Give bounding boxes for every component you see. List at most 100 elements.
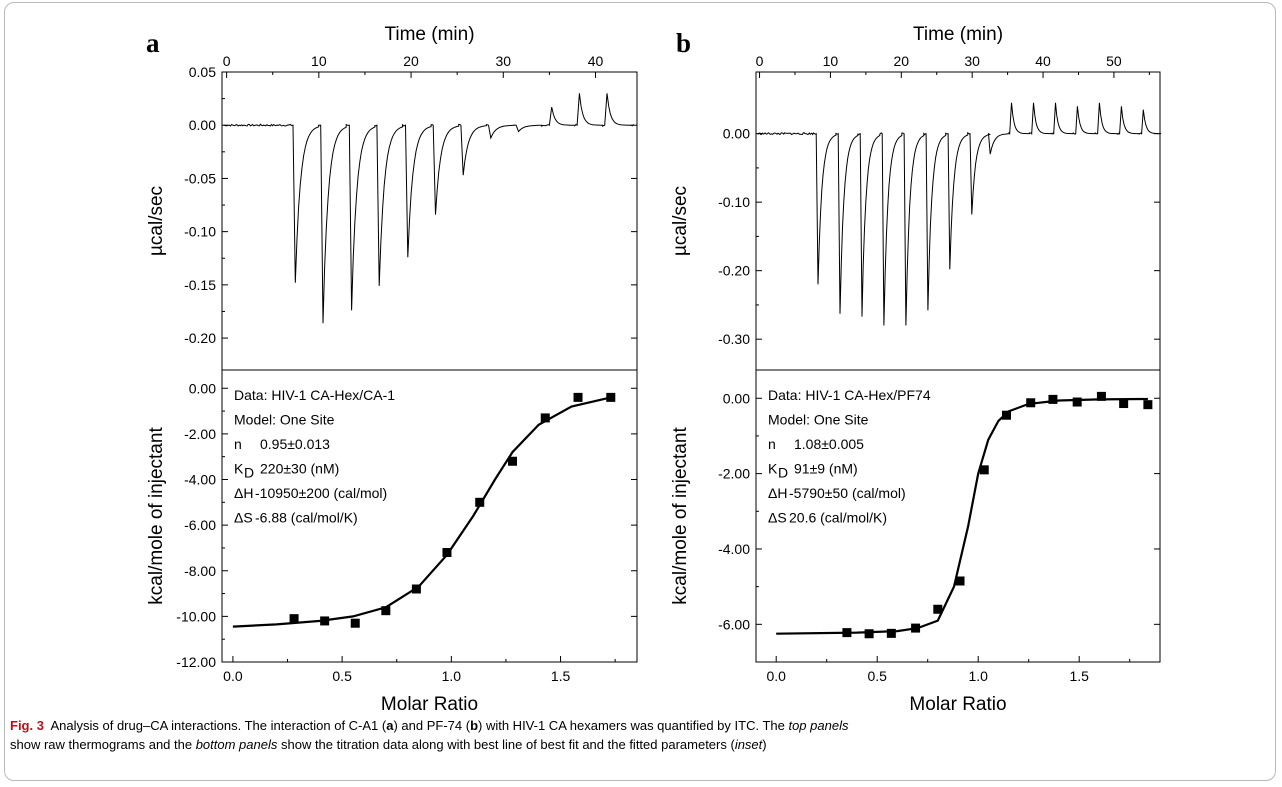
inset-param-value: 20.6 (cal/mol/K)	[789, 510, 887, 526]
caption-text-4: show raw thermograms and the	[10, 737, 196, 752]
thermogram-trace	[223, 93, 635, 324]
panel-letter-b: b	[676, 28, 691, 58]
x-tick-label: 1.0	[442, 668, 462, 684]
caption-inset: inset	[734, 737, 763, 752]
thermogram-panel-a: 0 10 20 30 40 Time (min) 0.05 0.00 -0.05 -0.10 -0.…	[146, 24, 638, 371]
data-point	[442, 548, 452, 557]
inset-param-name: ΔH	[768, 485, 787, 501]
thermogram-frame	[755, 71, 1161, 371]
inset-param-name: n	[768, 436, 776, 452]
inset-param-name: ΔS	[768, 510, 787, 526]
y-tick-label: -0.10	[184, 224, 216, 240]
inset-param-value: 220±30 (nM)	[260, 461, 339, 477]
titration-frame	[755, 369, 1161, 663]
inset-param-subscript: D	[778, 465, 788, 481]
y-axis-title: kcal/mole of injectant	[146, 427, 167, 605]
y-tick-label: 0.05	[189, 64, 216, 80]
inset-param-name: K	[768, 461, 778, 477]
y-tick-label: -0.20	[718, 263, 750, 279]
y-tick-label: -10.00	[176, 608, 216, 624]
caption-text-6: )	[762, 737, 767, 752]
x-tick-label: 40	[1035, 53, 1051, 69]
inset-param-value: -10950±200 (cal/mol)	[255, 485, 387, 501]
y-tick-label: -4.00	[184, 472, 216, 488]
x-axis-title: Molar Ratio	[909, 694, 1006, 715]
x-tick-label: 1.5	[551, 668, 571, 684]
caption-label: Fig. 3	[10, 718, 44, 733]
data-point	[979, 465, 989, 475]
inset-param-subscript: D	[244, 465, 254, 481]
inset-param-name: ΔH	[234, 485, 253, 501]
data-point	[1072, 397, 1082, 407]
data-point	[864, 629, 874, 639]
data-point	[842, 628, 852, 638]
data-point	[933, 604, 943, 614]
x-tick-label: 0	[223, 53, 231, 69]
inset-param-value: -6.88 (cal/mol/K)	[255, 510, 358, 526]
y-tick-label: -0.10	[718, 194, 750, 210]
y-tick-label: -6.00	[718, 616, 750, 632]
figure-frame	[4, 2, 1276, 781]
x-axis-title: Time (min)	[384, 24, 474, 45]
y-tick-label: 0.00	[723, 390, 750, 406]
titration-frame	[221, 369, 638, 663]
x-tick-label: 0.0	[766, 668, 786, 684]
x-tick-label: 10	[311, 53, 327, 69]
data-point	[1096, 391, 1106, 401]
inset-param-name: n	[234, 436, 242, 452]
data-point	[381, 606, 391, 616]
x-tick-label: 30	[964, 53, 980, 69]
data-point	[289, 614, 299, 624]
x-tick-label: 20	[403, 53, 419, 69]
data-point	[411, 584, 421, 594]
data-point	[320, 616, 330, 626]
thermogram-frame	[221, 71, 638, 371]
inset-param-value: 0.95±0.013	[260, 436, 330, 452]
x-tick-label: 50	[1106, 53, 1122, 69]
x-axis-title: Time (min)	[913, 24, 1003, 45]
data-point	[475, 497, 485, 507]
y-axis-title: µcal/sec	[146, 186, 167, 256]
caption-ref-b: b	[470, 718, 479, 733]
y-tick-label: -2.00	[184, 426, 216, 442]
caption-text-2: ) and PF-74 (	[393, 718, 471, 733]
y-tick-label: -6.00	[184, 517, 216, 533]
y-tick-label: 0.00	[189, 380, 216, 396]
thermogram-panel-b: 0 10 20 30 40 50 Time (min) 0.00 -0.10 -0.20 -0.30…	[670, 24, 1162, 371]
data-point	[1026, 398, 1036, 408]
x-tick-label: 30	[495, 53, 511, 69]
x-tick-label: 0.5	[867, 668, 887, 684]
titration-panel-a: 0.0 0.5 1.0 1.5 Molar Ratio 0.00 -2.00 -4.00 -6.…	[146, 369, 638, 715]
y-tick-label: -0.20	[184, 330, 216, 346]
y-tick-label: 0.00	[723, 126, 750, 142]
y-tick-label: -4.00	[718, 541, 750, 557]
y-axis-title: µcal/sec	[670, 186, 691, 256]
x-tick-label: 1.0	[968, 668, 988, 684]
data-point	[573, 392, 583, 402]
caption-bottom-panels: bottom panels	[195, 737, 278, 752]
inset-param-value: 91±9 (nM)	[794, 461, 858, 477]
x-tick-label: 10	[823, 53, 839, 69]
x-tick-label: 0.0	[223, 668, 243, 684]
data-point	[350, 618, 360, 628]
x-tick-label: 1.5	[1069, 668, 1089, 684]
inset-param-name: K	[234, 461, 244, 477]
y-tick-label: 0.00	[189, 117, 216, 133]
figure-caption: Fig. 3 Analysis of drug–CA interactions.…	[10, 716, 1272, 754]
x-tick-label: 20	[894, 53, 910, 69]
data-point	[1143, 400, 1153, 410]
y-tick-label: -2.00	[718, 466, 750, 482]
y-tick-label: -0.15	[184, 277, 216, 293]
data-point	[606, 392, 616, 402]
y-tick-label: -8.00	[184, 563, 216, 579]
inset-param-value: 1.08±0.005	[794, 436, 864, 452]
caption-top-panels: top panels	[788, 718, 849, 733]
data-point	[508, 456, 517, 466]
data-point	[1001, 410, 1011, 420]
y-axis-title: kcal/mole of injectant	[670, 427, 691, 605]
titration-panel-b: 0.0 0.5 1.0 1.5 Molar Ratio 0.00 -2.00 -4.00 -6.…	[670, 369, 1161, 715]
thermogram-trace	[757, 102, 1162, 326]
data-point	[1048, 394, 1058, 404]
